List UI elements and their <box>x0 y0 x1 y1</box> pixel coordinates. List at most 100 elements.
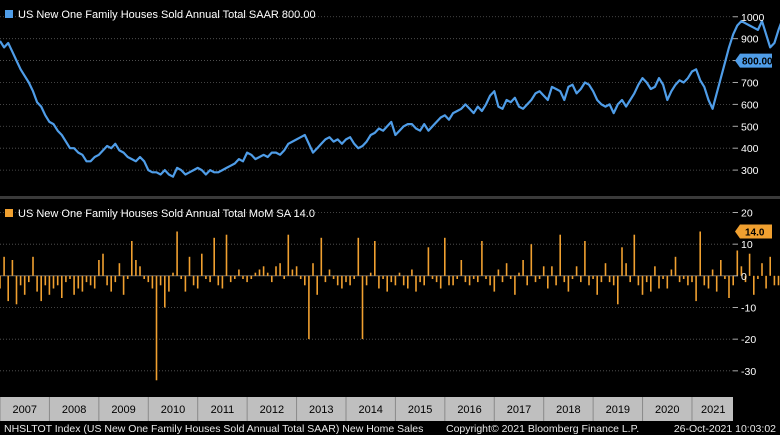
bottom-y-tick-label: 0 <box>741 271 747 283</box>
mom-bar <box>328 269 331 276</box>
mom-bar <box>732 275 734 286</box>
mom-bar <box>518 272 520 276</box>
mom-bar <box>411 269 413 276</box>
mom-bar <box>596 275 598 295</box>
mom-bar <box>748 253 751 276</box>
mom-bar <box>201 253 203 276</box>
mom-bar <box>382 275 384 279</box>
mom-bar <box>126 275 129 279</box>
bottom-legend: US New One Family Houses Sold Annual Tot… <box>5 208 315 220</box>
mom-bar <box>196 275 199 289</box>
mom-bar <box>505 263 508 276</box>
mom-bar <box>757 275 759 279</box>
mom-bar <box>588 275 590 286</box>
mom-bar <box>773 275 776 286</box>
mom-bar <box>423 275 425 286</box>
mom-bar <box>481 241 483 276</box>
mom-bar <box>633 234 636 276</box>
mom-bar <box>19 275 22 286</box>
x-tick-label: 2011 <box>211 404 235 416</box>
mom-bar <box>608 275 611 283</box>
mom-bar <box>390 275 393 283</box>
mom-bar <box>580 275 582 283</box>
bottom-y-tick-label: -30 <box>741 366 756 378</box>
mom-bar <box>753 275 755 295</box>
top-y-axis: 3004005006007008009001000 <box>733 12 765 177</box>
mom-bar <box>275 266 277 276</box>
mom-bar <box>658 275 660 289</box>
x-tick-label: 2009 <box>111 404 135 416</box>
mom-bar <box>209 275 211 283</box>
mom-bar <box>678 275 681 283</box>
mom-bar <box>386 275 388 292</box>
x-tick-label: 2020 <box>655 404 679 416</box>
mom-bar <box>287 234 290 276</box>
mom-bar <box>456 275 458 279</box>
mom-bar <box>32 256 34 276</box>
top-y-tick-label: 1000 <box>741 12 765 24</box>
mom-bar <box>707 275 710 289</box>
mom-bar <box>654 266 656 276</box>
mom-bar <box>361 275 364 340</box>
mom-bar <box>542 266 545 276</box>
top-legend-label: US New One Family Houses Sold Annual Tot… <box>18 9 316 21</box>
top-y-tick-label: 700 <box>741 77 759 89</box>
mom-bar <box>402 275 405 286</box>
mom-bar <box>77 275 80 289</box>
mom-bar <box>192 275 195 286</box>
mom-bar <box>625 263 627 276</box>
mom-bar <box>213 237 215 276</box>
houses-sold-series-line <box>0 20 780 178</box>
panel-divider[interactable] <box>0 196 780 199</box>
mom-bar <box>501 275 504 283</box>
mom-bar <box>670 269 673 276</box>
mom-bar <box>93 275 96 289</box>
mom-bar <box>530 244 533 276</box>
mom-bar <box>225 234 228 276</box>
x-tick-label: 2016 <box>457 404 481 416</box>
mom-bar <box>295 266 298 276</box>
mom-bar <box>547 275 549 289</box>
mom-bar <box>514 275 516 295</box>
mom-bar <box>151 275 154 289</box>
mom-bar <box>155 275 158 381</box>
x-tick-label: 2015 <box>408 404 432 416</box>
mom-bar <box>444 237 446 276</box>
mom-bar <box>308 275 310 340</box>
mom-bar <box>765 275 767 289</box>
mom-bar <box>621 247 623 276</box>
mom-bar <box>374 241 376 276</box>
bottom-y-tick-label: -20 <box>741 334 756 346</box>
mom-bar <box>629 275 631 283</box>
mom-bar <box>703 275 706 286</box>
mom-bar <box>691 275 693 283</box>
x-tick-label: 2017 <box>507 404 531 416</box>
mom-bar <box>674 256 677 276</box>
mom-bar <box>448 275 450 286</box>
mom-bar <box>612 275 615 286</box>
mom-bar <box>662 275 664 279</box>
bottom-y-tick-label: -10 <box>741 303 756 315</box>
mom-bar <box>687 275 689 286</box>
mom-bar <box>394 275 397 286</box>
mom-bar <box>147 275 150 283</box>
mom-bar <box>176 231 178 276</box>
mom-bar <box>85 275 88 283</box>
mom-bar <box>617 275 619 305</box>
mom-bar <box>135 260 137 276</box>
mom-bar <box>73 275 75 295</box>
top-panel: 3004005006007008009001000 800.00 US New … <box>0 0 780 196</box>
mom-bar <box>131 241 133 276</box>
mom-bar <box>242 275 244 279</box>
mom-bar <box>40 275 42 302</box>
mom-bar <box>460 260 463 276</box>
top-legend-swatch <box>5 10 13 18</box>
mom-bar <box>695 275 697 302</box>
mom-bar <box>538 275 541 279</box>
mom-bar <box>641 275 644 295</box>
mom-bar <box>168 275 170 292</box>
mom-bar <box>159 275 162 286</box>
mom-bar <box>143 275 145 279</box>
bottom-legend-swatch <box>5 209 13 217</box>
